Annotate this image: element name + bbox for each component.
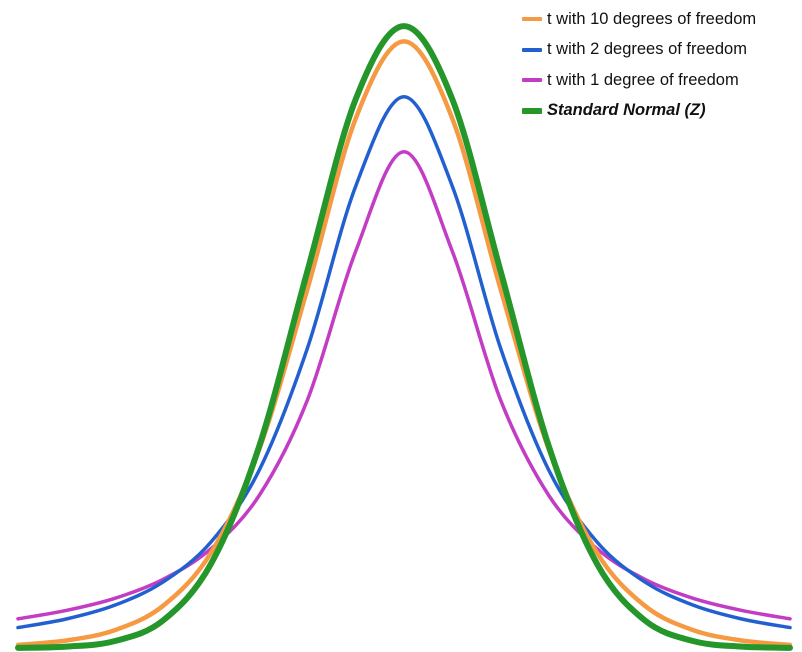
legend-item-t1: t with 1 degree of freedom [522,65,756,96]
legend-label: Standard Normal (Z) [547,101,706,120]
legend-label: t with 10 degrees of freedom [547,9,757,28]
series-line-2 [15,39,793,648]
legend-swatch [522,78,542,83]
legend-item-t10: t with 10 degrees of freedom [522,4,756,35]
legend-swatch [522,17,542,22]
series-line-0 [16,150,792,621]
legend-item-t2: t with 2 degrees of freedom [522,35,756,66]
legend: t with 10 degrees of freedom t with 2 de… [522,4,756,126]
series-line-3 [15,23,793,651]
legend-label: t with 2 degrees of freedom [547,40,747,59]
legend-item-normal: Standard Normal (Z) [522,96,756,127]
legend-swatch [522,47,542,52]
legend-label: t with 1 degree of freedom [547,70,739,89]
series-line-1 [16,94,792,630]
legend-swatch [522,107,542,114]
